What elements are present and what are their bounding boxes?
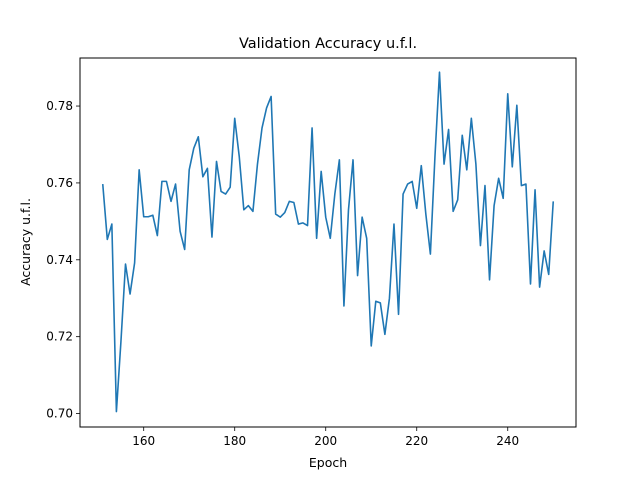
y-tick-label: 0.78 xyxy=(46,99,73,113)
x-tick-label: 240 xyxy=(496,434,519,448)
y-tick-label: 0.74 xyxy=(46,253,73,267)
x-tick-label: 180 xyxy=(223,434,246,448)
y-axis-label: Accuracy u.f.l. xyxy=(18,198,33,286)
chart-title: Validation Accuracy u.f.l. xyxy=(239,36,417,52)
series-line-0 xyxy=(101,71,555,413)
y-tick-label: 0.76 xyxy=(46,176,73,190)
x-tick-label: 160 xyxy=(132,434,155,448)
y-tick-label: 0.72 xyxy=(46,330,73,344)
plot-frame xyxy=(79,57,577,428)
plot-content xyxy=(101,71,555,413)
x-axis: 160 180 200 220 240 xyxy=(132,427,519,448)
x-axis-label: Epoch xyxy=(309,455,347,470)
y-axis: 0.70 0.72 0.74 0.76 0.78 xyxy=(46,99,80,421)
x-tick-label: 200 xyxy=(314,434,337,448)
x-tick-label: 220 xyxy=(405,434,428,448)
y-tick-label: 0.70 xyxy=(46,407,73,421)
